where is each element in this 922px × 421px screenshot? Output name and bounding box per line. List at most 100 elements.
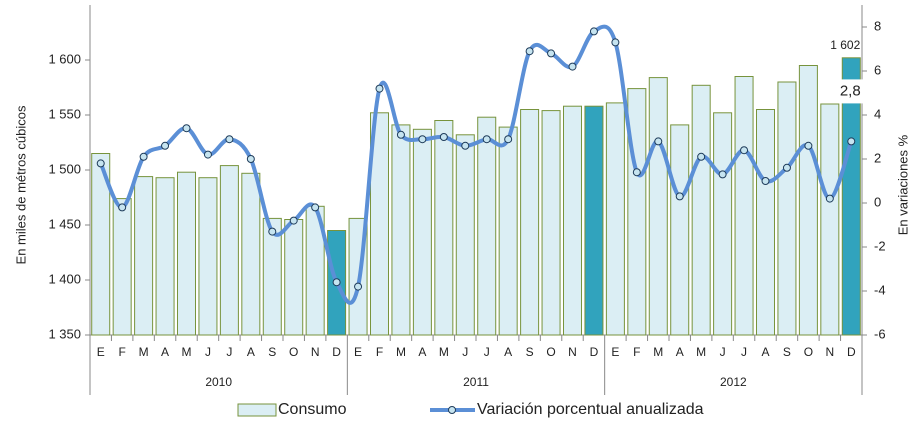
bar xyxy=(455,134,475,336)
line-marker xyxy=(589,27,598,36)
line-marker xyxy=(289,216,298,225)
line-marker xyxy=(461,141,470,150)
line-marker xyxy=(161,141,170,150)
x-tick-label: D xyxy=(332,345,341,359)
line-marker xyxy=(418,135,427,144)
y-tick-label: 1 500 xyxy=(48,161,81,176)
bar xyxy=(391,124,411,336)
bar xyxy=(713,112,733,336)
bar xyxy=(477,116,497,336)
group-label: 2010 xyxy=(205,375,232,389)
line-marker xyxy=(439,133,448,141)
x-tick-label: M xyxy=(653,345,663,359)
line-marker xyxy=(675,192,684,201)
line-marker xyxy=(504,135,513,144)
x-tick-label: J xyxy=(484,345,490,359)
x-tick-label: D xyxy=(847,345,856,359)
legend-label: Consumo xyxy=(278,401,347,418)
bar xyxy=(155,177,175,336)
line-marker xyxy=(375,84,384,93)
bar xyxy=(198,177,218,336)
line-value-label: 2,8 xyxy=(840,82,861,99)
bar xyxy=(112,198,132,336)
line-marker xyxy=(825,194,834,203)
x-tick-label: M xyxy=(696,345,706,359)
x-tick-label: O xyxy=(804,345,813,359)
x-tick-label: A xyxy=(247,345,255,359)
x-tick-label: O xyxy=(289,345,298,359)
y2-tick-label: -2 xyxy=(874,238,886,253)
line-marker xyxy=(246,155,255,163)
x-tick-label: E xyxy=(97,345,105,359)
y2-tick-label: 2 xyxy=(874,150,881,165)
x-tick-label: A xyxy=(418,345,426,359)
x-tick-label: J xyxy=(462,345,468,359)
bar xyxy=(91,153,111,336)
x-tick-label: S xyxy=(526,345,534,359)
x-tick-label: J xyxy=(720,345,726,359)
bar xyxy=(841,57,861,336)
group-label: 2011 xyxy=(463,375,489,389)
y-tick-label: 1 450 xyxy=(48,216,81,231)
bar xyxy=(176,171,197,336)
bar xyxy=(605,102,625,336)
x-tick-label: M xyxy=(182,345,192,359)
bar xyxy=(241,172,261,336)
y2-tick-label: 6 xyxy=(874,62,881,77)
line-marker xyxy=(268,227,277,236)
x-tick-label: A xyxy=(676,345,684,359)
line-marker xyxy=(782,163,791,172)
bar xyxy=(498,126,518,336)
bar xyxy=(670,124,690,336)
y-tick-label: 1 600 xyxy=(48,51,81,66)
legend-swatch xyxy=(237,403,277,417)
line-marker xyxy=(525,47,534,56)
bar xyxy=(755,109,776,336)
line-marker xyxy=(547,49,556,58)
x-tick-label: J xyxy=(226,345,232,359)
line-marker xyxy=(611,38,620,47)
y2-tick-label: 8 xyxy=(874,18,881,33)
bar xyxy=(412,128,432,336)
bar xyxy=(434,120,454,336)
x-tick-label: F xyxy=(633,345,640,359)
x-tick-label: M xyxy=(439,345,449,359)
y2-tick-label: 4 xyxy=(874,106,881,121)
x-tick-label: A xyxy=(161,345,169,359)
line-marker xyxy=(761,177,770,185)
x-tick-label: M xyxy=(396,345,406,359)
y2-tick-label: -6 xyxy=(874,326,886,341)
y2-tick-label: 0 xyxy=(874,194,881,209)
bar-value-label: 1 602 xyxy=(830,38,860,52)
x-tick-label: J xyxy=(741,345,747,359)
x-tick-label: J xyxy=(205,345,211,359)
line-marker xyxy=(182,124,191,133)
line-marker xyxy=(225,135,234,144)
bar xyxy=(562,105,583,336)
line-marker xyxy=(632,168,641,177)
bar xyxy=(777,81,797,336)
x-tick-label: M xyxy=(139,345,149,359)
bar xyxy=(691,84,711,336)
line-marker xyxy=(396,130,405,139)
line-marker xyxy=(697,152,706,161)
bar xyxy=(262,217,282,336)
x-tick-label: N xyxy=(311,345,320,359)
x-tick-label: A xyxy=(761,345,769,359)
x-tick-label: S xyxy=(783,345,791,359)
bar xyxy=(648,77,668,336)
group-label: 2012 xyxy=(720,375,747,389)
line-marker xyxy=(354,282,363,291)
bar xyxy=(820,103,840,336)
line-marker xyxy=(568,62,577,71)
y-axis-label: En miles de métros cúbicos xyxy=(13,105,28,264)
label-box xyxy=(833,79,868,104)
bar xyxy=(798,65,818,336)
line-marker xyxy=(718,170,727,179)
bar xyxy=(627,88,647,336)
line-marker xyxy=(139,152,148,161)
line-marker xyxy=(654,137,663,146)
x-tick-label: F xyxy=(118,345,125,359)
x-tick-label: N xyxy=(825,345,834,359)
